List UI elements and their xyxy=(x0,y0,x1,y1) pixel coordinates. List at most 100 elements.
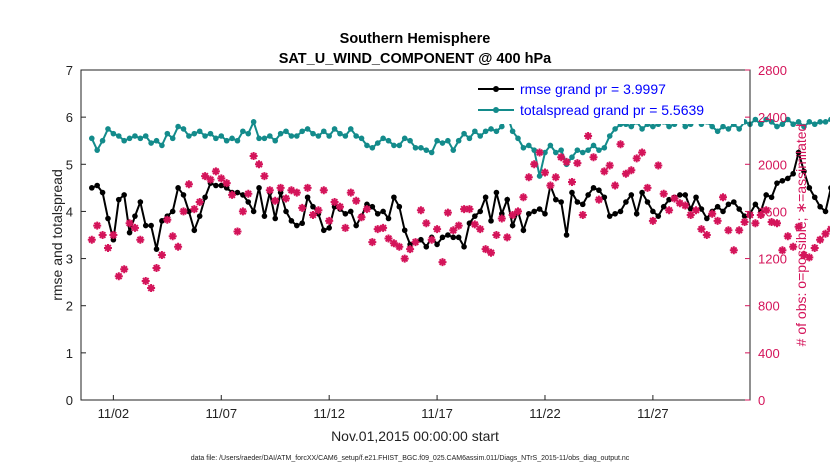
y-tick-label-left: 5 xyxy=(66,157,73,172)
data-point-obs xyxy=(292,188,301,197)
data-point-totalspread xyxy=(331,126,338,132)
data-point-rmse xyxy=(169,208,176,215)
data-point-totalspread xyxy=(612,126,618,132)
data-point-rmse xyxy=(499,210,505,217)
data-point-totalspread xyxy=(202,133,208,139)
data-point-rmse xyxy=(245,199,252,205)
data-point-obs xyxy=(179,207,188,216)
series-line-rmse xyxy=(91,148,830,250)
data-point-rmse xyxy=(579,201,586,208)
data-point-totalspread xyxy=(337,130,343,137)
data-point-totalspread xyxy=(401,135,408,142)
data-point-totalspread xyxy=(466,135,473,142)
data-point-obs xyxy=(551,173,560,182)
x-tick-label: 11/12 xyxy=(313,406,345,421)
data-point-obs xyxy=(276,183,285,192)
data-point-rmse xyxy=(369,203,376,210)
data-point-totalspread xyxy=(531,147,537,153)
data-point-obs xyxy=(627,166,636,175)
data-point-rmse xyxy=(714,203,721,210)
data-point-obs xyxy=(228,190,237,199)
data-point-totalspread xyxy=(601,144,608,151)
data-point-rmse xyxy=(488,218,494,224)
data-point-rmse xyxy=(585,192,591,198)
data-point-obs xyxy=(260,172,269,181)
legend: rmse grand pr = 3.9997 totalspread grand… xyxy=(472,76,744,124)
data-point-totalspread xyxy=(445,137,451,144)
data-point-rmse xyxy=(218,182,225,189)
data-point-rmse xyxy=(569,189,575,196)
data-point-rmse xyxy=(790,170,796,177)
data-point-obs xyxy=(400,254,409,263)
data-point-obs xyxy=(336,202,344,211)
data-point-rmse xyxy=(115,196,122,203)
data-point-rmse xyxy=(628,192,635,198)
chart-title: Southern Hemisphere xyxy=(340,31,491,47)
data-point-totalspread xyxy=(310,130,316,137)
data-point-totalspread xyxy=(628,123,635,130)
data-point-rmse xyxy=(520,227,527,234)
data-point-rmse xyxy=(612,210,618,217)
data-point-rmse xyxy=(126,229,133,236)
data-point-rmse xyxy=(806,185,813,191)
data-point-rmse xyxy=(493,189,500,196)
y-tick-label-left: 1 xyxy=(66,346,73,361)
data-point-obs xyxy=(692,206,700,215)
y-tick-label-right: 800 xyxy=(758,299,780,314)
data-point-obs xyxy=(433,225,442,234)
y-tick-label-right: 2000 xyxy=(758,157,787,172)
data-point-totalspread xyxy=(115,133,122,139)
y-tick-label-right: 1600 xyxy=(758,204,787,219)
data-point-rmse xyxy=(121,192,127,198)
data-point-obs xyxy=(524,173,533,182)
data-point-obs xyxy=(519,193,528,202)
data-point-rmse xyxy=(380,208,386,215)
data-point-totalspread xyxy=(774,123,780,130)
data-point-totalspread xyxy=(574,147,581,153)
data-point-rmse xyxy=(682,192,689,198)
data-point-rmse xyxy=(784,175,791,182)
data-point-rmse xyxy=(223,185,230,191)
data-point-obs xyxy=(508,211,517,219)
data-point-totalspread xyxy=(142,133,149,139)
data-point-totalspread xyxy=(283,128,289,135)
data-point-rmse xyxy=(779,177,786,184)
data-point-rmse xyxy=(666,196,672,203)
data-point-rmse xyxy=(504,196,511,203)
x-axis-ticks: 11/02 11/07 11/12 11/17 11/22 11/27 xyxy=(98,395,669,421)
y-tick-label-right: 0 xyxy=(758,393,765,408)
data-point-totalspread xyxy=(320,128,327,135)
data-point-totalspread xyxy=(709,123,716,130)
data-point-totalspread xyxy=(790,121,796,128)
data-point-obs xyxy=(487,248,495,257)
data-point-totalspread xyxy=(277,130,284,137)
data-point-totalspread xyxy=(579,149,586,156)
data-point-totalspread xyxy=(811,121,818,128)
data-point-obs xyxy=(206,175,215,184)
data-point-obs xyxy=(352,196,361,205)
data-point-totalspread xyxy=(763,116,769,123)
data-point-totalspread xyxy=(132,133,138,139)
data-point-obs xyxy=(729,246,738,255)
data-point-obs xyxy=(497,214,506,223)
data-point-totalspread xyxy=(477,133,484,139)
data-point-obs xyxy=(778,246,787,255)
data-point-totalspread xyxy=(450,147,457,153)
data-point-rmse xyxy=(294,222,300,229)
data-point-obs xyxy=(406,245,415,254)
data-point-totalspread xyxy=(288,133,295,139)
data-point-obs xyxy=(568,178,576,186)
data-point-obs xyxy=(416,206,425,215)
data-point-rmse xyxy=(525,210,532,217)
data-point-obs xyxy=(125,219,134,228)
data-point-obs xyxy=(546,181,555,190)
data-point-rmse xyxy=(731,199,737,205)
data-point-totalspread xyxy=(547,142,554,149)
data-point-totalspread xyxy=(267,133,273,139)
data-point-totalspread xyxy=(542,149,548,156)
data-point-obs xyxy=(157,251,166,259)
data-point-rmse xyxy=(423,243,430,250)
data-point-totalspread xyxy=(169,135,176,142)
data-point-rmse xyxy=(326,225,332,231)
legend-box xyxy=(472,76,744,124)
